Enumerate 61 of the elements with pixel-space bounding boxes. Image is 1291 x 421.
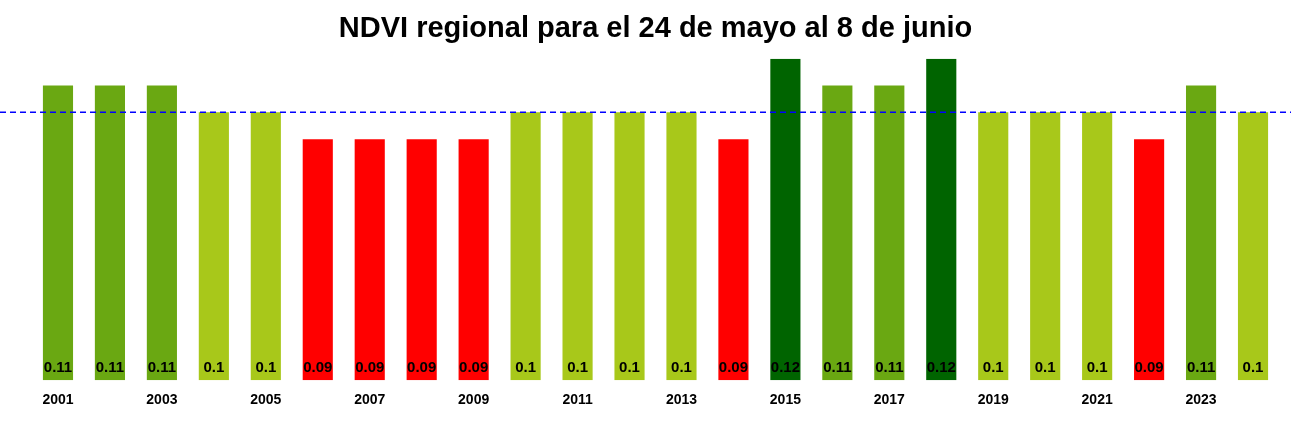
bar — [250, 112, 281, 381]
x-tick-label: 2001 — [42, 391, 74, 408]
bar — [198, 112, 229, 381]
bar — [718, 139, 749, 381]
data-label: 0.11 — [823, 358, 852, 376]
bar — [510, 112, 541, 381]
x-tick-label: 2019 — [977, 391, 1010, 408]
data-label: 0.1 — [671, 358, 692, 376]
bar — [614, 112, 645, 381]
bar — [458, 139, 489, 381]
bar — [666, 112, 697, 381]
x-tick-label: 2007 — [354, 391, 386, 408]
bar — [1134, 139, 1165, 381]
x-tick-label: 2011 — [562, 391, 593, 408]
bar — [1030, 112, 1061, 381]
data-label: 0.11 — [875, 358, 904, 376]
data-label: 0.1 — [515, 358, 537, 376]
bar — [406, 139, 437, 381]
data-label: 0.11 — [95, 358, 125, 376]
data-label: 0.1 — [203, 358, 225, 376]
x-tick-label: 2003 — [146, 391, 178, 408]
bar — [1237, 112, 1269, 381]
data-label: 0.1 — [255, 358, 277, 376]
data-label: 0.11 — [43, 358, 73, 376]
bar — [978, 112, 1009, 381]
bar — [822, 85, 853, 381]
data-label: 0.1 — [1034, 358, 1056, 376]
data-label: 0.09 — [407, 358, 437, 376]
bar — [302, 139, 333, 381]
bar — [874, 85, 905, 381]
bar — [94, 85, 126, 381]
bar — [354, 139, 385, 381]
bar — [42, 85, 74, 381]
data-label: 0.12 — [926, 358, 956, 376]
data-label: 0.12 — [770, 358, 800, 376]
data-label: 0.1 — [567, 358, 588, 376]
data-label: 0.1 — [1242, 358, 1264, 376]
bar — [1082, 112, 1113, 381]
x-tick-label: 2009 — [458, 391, 490, 408]
x-tick-label: 2017 — [873, 391, 906, 408]
bar — [926, 58, 957, 381]
bar — [562, 112, 593, 381]
data-label: 0.1 — [619, 358, 640, 376]
bar — [1185, 85, 1217, 381]
bar — [146, 85, 177, 381]
x-tick-label: 2015 — [769, 391, 802, 408]
data-label: 0.09 — [459, 358, 489, 376]
x-tick-label: 2023 — [1185, 391, 1217, 408]
data-label: 0.09 — [303, 358, 333, 376]
x-tick-label: 2013 — [665, 391, 698, 408]
data-label: 0.1 — [1086, 358, 1108, 376]
data-label: 0.11 — [1186, 358, 1216, 376]
data-label: 0.09 — [718, 358, 749, 376]
bar — [770, 58, 801, 381]
data-label: 0.11 — [147, 358, 177, 376]
data-label: 0.09 — [1134, 358, 1164, 376]
x-tick-label: 2021 — [1081, 391, 1113, 408]
data-label: 0.1 — [982, 358, 1004, 376]
x-tick-label: 2005 — [250, 391, 282, 408]
data-label: 0.09 — [355, 358, 385, 376]
chart-title: NDVI regional para el 24 de mayo al 8 de junio — [338, 11, 973, 44]
